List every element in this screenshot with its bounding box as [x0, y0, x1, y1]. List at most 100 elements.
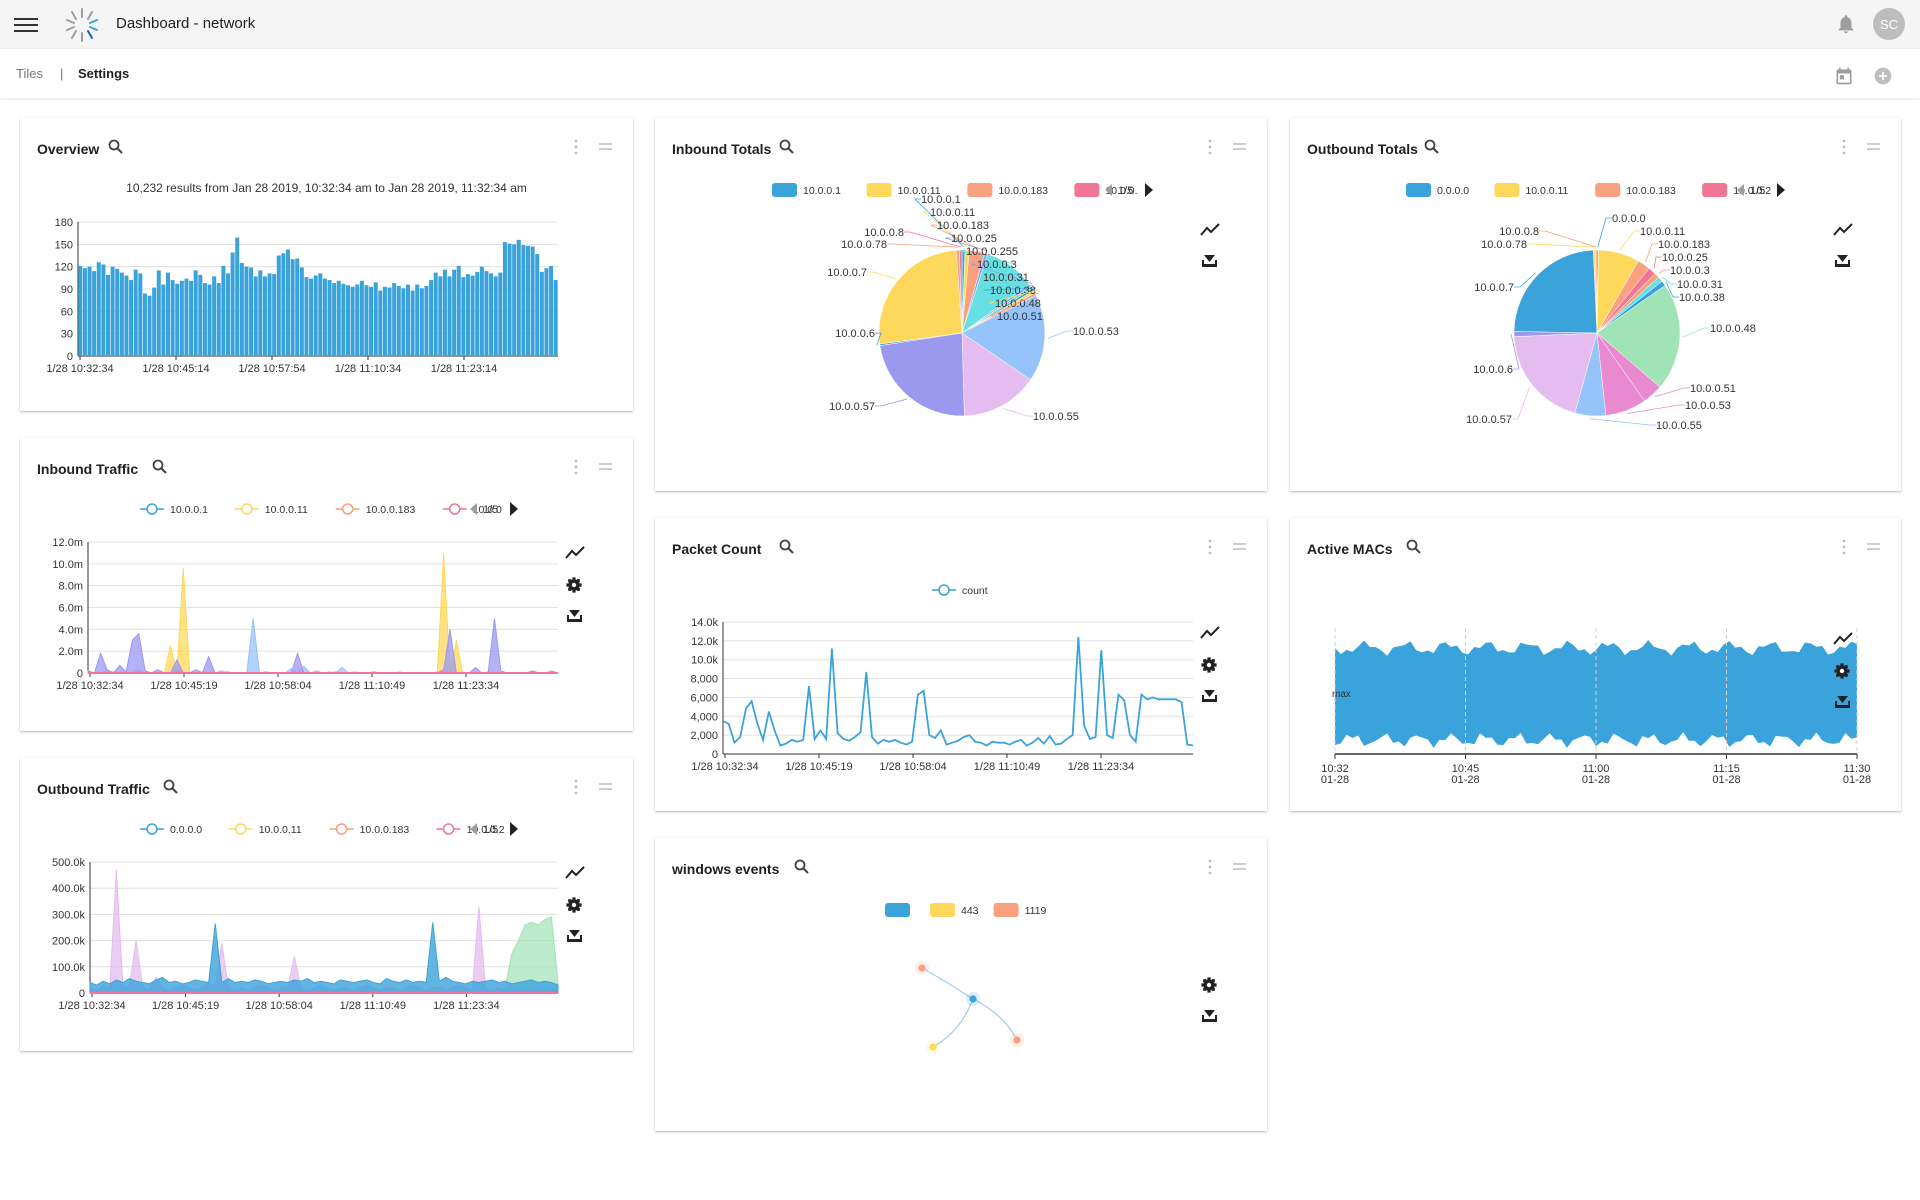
bar[interactable] — [461, 277, 466, 356]
bar[interactable] — [309, 278, 314, 356]
bar[interactable] — [105, 274, 111, 356]
bar[interactable] — [369, 286, 374, 356]
bar[interactable] — [272, 274, 277, 356]
bar[interactable] — [350, 286, 355, 356]
bar[interactable] — [253, 276, 258, 356]
bar[interactable] — [322, 278, 327, 356]
download-icon[interactable] — [1835, 255, 1850, 267]
graph-node[interactable] — [969, 995, 977, 1003]
bar[interactable] — [244, 266, 249, 356]
add-tile-icon[interactable] — [1873, 66, 1893, 86]
bar[interactable] — [429, 280, 434, 356]
pie-slice[interactable] — [879, 332, 965, 417]
line-chart-toggle-icon[interactable] — [1200, 626, 1220, 639]
bar[interactable] — [539, 271, 544, 356]
legend-item[interactable]: 10.0.0. — [1074, 183, 1138, 197]
graph-node[interactable] — [929, 1043, 937, 1051]
bar[interactable] — [235, 237, 240, 356]
bar[interactable] — [512, 244, 517, 356]
bar[interactable] — [225, 273, 231, 356]
area-series[interactable] — [88, 553, 558, 674]
bar[interactable] — [521, 245, 526, 356]
search-icon[interactable] — [163, 779, 178, 794]
search-icon[interactable] — [779, 139, 794, 154]
notifications-bell-icon[interactable] — [1835, 12, 1857, 36]
bar[interactable] — [295, 258, 300, 356]
bar[interactable] — [239, 262, 244, 356]
bar[interactable] — [110, 266, 115, 356]
bar[interactable] — [438, 276, 443, 356]
bar[interactable] — [456, 265, 461, 356]
pie-slice[interactable] — [878, 249, 963, 345]
bar[interactable] — [133, 269, 138, 356]
bar[interactable] — [96, 262, 101, 356]
pie-slice[interactable] — [961, 295, 1046, 381]
bar[interactable] — [82, 268, 87, 356]
bar[interactable] — [299, 267, 304, 356]
area-series[interactable] — [89, 922, 559, 994]
bar[interactable] — [396, 286, 401, 356]
tab-tiles[interactable]: Tiles — [16, 66, 43, 81]
page-prev-icon[interactable] — [1737, 184, 1744, 196]
bar[interactable] — [535, 254, 540, 356]
line-chart-toggle-icon[interactable] — [565, 866, 585, 879]
bar[interactable] — [156, 270, 161, 356]
search-icon[interactable] — [152, 459, 167, 474]
bar[interactable] — [447, 276, 452, 356]
page-next-icon[interactable] — [1145, 183, 1153, 197]
settings-gear-icon[interactable] — [1201, 977, 1217, 993]
bar[interactable] — [161, 284, 166, 356]
bar[interactable] — [124, 275, 129, 356]
bar[interactable] — [249, 267, 254, 356]
settings-gear-icon[interactable] — [566, 897, 582, 913]
bar[interactable] — [341, 283, 346, 356]
bar[interactable] — [373, 282, 378, 356]
bar[interactable] — [392, 283, 397, 356]
bar[interactable] — [189, 280, 194, 356]
legend-item[interactable]: 10.0.0.183 — [335, 503, 416, 516]
bar[interactable] — [78, 265, 83, 356]
bar[interactable] — [452, 269, 457, 356]
bar[interactable] — [378, 290, 383, 356]
drag-handle-icon[interactable] — [1233, 863, 1246, 870]
legend-item[interactable]: 10.0.0.11 — [234, 503, 308, 516]
menu-icon[interactable] — [14, 14, 38, 34]
line-chart-toggle-icon[interactable] — [1833, 632, 1853, 645]
bar[interactable] — [530, 246, 535, 356]
legend-item[interactable]: 443 — [930, 903, 979, 917]
search-icon[interactable] — [794, 859, 809, 874]
bar[interactable] — [230, 252, 235, 356]
bar[interactable] — [175, 283, 180, 356]
page-next-icon[interactable] — [510, 822, 518, 836]
bar[interactable] — [138, 273, 143, 356]
bar[interactable] — [147, 295, 152, 356]
page-next-icon[interactable] — [510, 502, 518, 516]
calendar-icon[interactable] — [1834, 66, 1854, 86]
bar[interactable] — [87, 266, 92, 356]
download-icon[interactable] — [567, 930, 582, 942]
bar[interactable] — [332, 283, 337, 356]
bar[interactable] — [387, 287, 392, 356]
bar[interactable] — [304, 277, 309, 356]
drag-handle-icon[interactable] — [599, 463, 612, 470]
bar[interactable] — [221, 265, 226, 356]
bar[interactable] — [281, 253, 286, 356]
bar[interactable] — [101, 264, 106, 356]
drag-handle-icon[interactable] — [1233, 543, 1246, 550]
bar[interactable] — [184, 278, 189, 356]
drag-handle-icon[interactable] — [1867, 143, 1880, 150]
bar[interactable] — [410, 290, 415, 356]
bar[interactable] — [553, 280, 558, 356]
bar[interactable] — [502, 242, 507, 356]
bar[interactable] — [313, 275, 318, 356]
more-vert-icon[interactable] — [1208, 139, 1212, 155]
more-vert-icon[interactable] — [1208, 859, 1212, 875]
search-icon[interactable] — [779, 539, 794, 554]
bar[interactable] — [212, 276, 217, 356]
bar[interactable] — [92, 271, 97, 356]
pie-slice[interactable] — [1595, 249, 1598, 334]
bar[interactable] — [115, 268, 120, 356]
bar[interactable] — [336, 280, 341, 356]
settings-gear-icon[interactable] — [1201, 657, 1217, 673]
bar[interactable] — [179, 280, 184, 356]
